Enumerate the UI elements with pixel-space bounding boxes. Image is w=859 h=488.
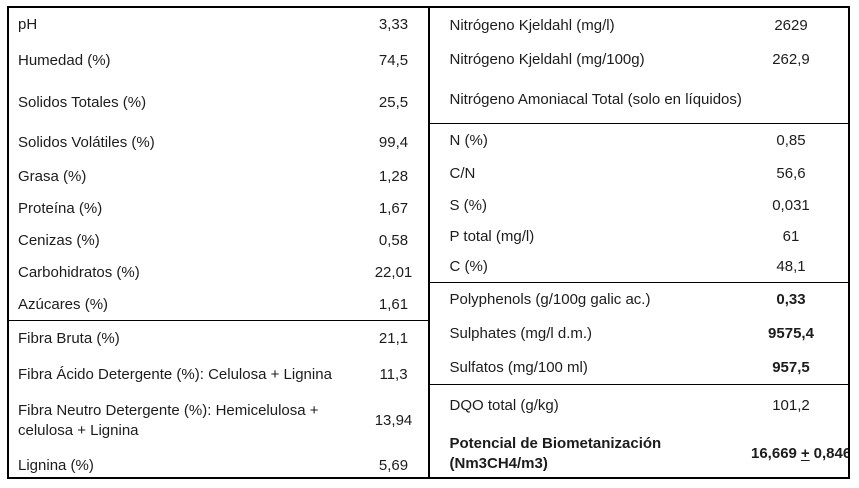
table-row: Nitrógeno Amoniacal Total (solo en líqui…: [430, 77, 849, 123]
param-label: N (%): [449, 132, 488, 149]
table-row: DQO total (g/kg) 101,2: [430, 385, 849, 427]
table-row: Fibra Bruta (%) 21,1: [9, 321, 428, 357]
table-group: Fibra Bruta (%) 21,1 Fibra Ácido Detergent…: [9, 320, 428, 477]
param-value: 21,1: [378, 330, 409, 347]
param-label: C (%): [449, 258, 488, 275]
param-value: 262,9: [772, 51, 810, 68]
param-label: Solidos Volátiles (%): [18, 134, 155, 151]
param-value: 2629: [774, 16, 808, 34]
table-row: Proteína (%) 1,67: [9, 193, 428, 225]
param-label: Solidos Totales (%): [18, 94, 147, 111]
param-value: 25,5: [378, 94, 409, 111]
param-label: Fibra Bruta (%): [18, 330, 120, 347]
table-group: N (%) 0,85 C/N 56,6 S (%) 0,031 P total (mg/l)…: [429, 123, 849, 282]
table-row: Carbohidratos (%) 22,01: [9, 257, 428, 289]
table-row: pH 3,33: [9, 8, 428, 41]
param-label: C/N: [449, 165, 476, 182]
table-row: Humedad (%) 74,5: [9, 41, 428, 81]
table-row: Nitrógeno Kjeldahl (mg/l) 2629: [430, 8, 849, 43]
table-group: DQO total (g/kg) 101,2 Potencial de Biomet…: [429, 384, 849, 477]
param-label: Potencial de Biometanización (Nm3CH4/m3): [449, 435, 662, 472]
param-value: 1,61: [378, 295, 409, 313]
param-value: 0,031: [772, 197, 810, 214]
param-label: Lignina (%): [18, 457, 94, 474]
table-row: Polyphenols (g/100g galic ac.) 0,33: [430, 283, 849, 317]
param-label: Humedad (%): [18, 52, 111, 69]
param-value: 61: [782, 228, 800, 245]
param-label: Fibra Neutro Detergente (%): Hemicelulos…: [18, 402, 319, 439]
param-label: Carbohidratos (%): [18, 264, 140, 281]
param-label: Sulfatos (mg/100 ml): [449, 358, 588, 376]
table-column-right: Nitrógeno Kjeldahl (mg/l) 2629 Nitrógeno K…: [429, 8, 849, 477]
table-row: Grasa (%) 1,28: [9, 161, 428, 193]
param-value: 16,669 +0,846: [751, 444, 848, 464]
param-value: 13,94: [374, 412, 413, 429]
param-label: Cenizas (%): [18, 232, 100, 249]
param-label: Polyphenols (g/100g galic ac.): [449, 291, 651, 308]
table-row: Fibra Neutro Detergente (%): Hemicelulos…: [9, 393, 428, 449]
value-deviation: 0,846: [813, 445, 850, 462]
param-label: Nitrógeno Amoniacal Total (solo en líqui…: [449, 91, 742, 108]
param-value: 48,1: [776, 258, 806, 275]
table-row: S (%) 0,031: [430, 190, 849, 222]
param-label: Azúcares (%): [18, 295, 109, 313]
table-group: Polyphenols (g/100g galic ac.) 0,33 Sulpha…: [429, 282, 849, 384]
param-value: 1,28: [378, 168, 409, 185]
table-row: Lignina (%) 5,69: [9, 449, 428, 477]
param-label: S (%): [449, 197, 488, 214]
param-value: 1,67: [378, 200, 409, 217]
table-row: C (%) 48,1: [430, 252, 849, 282]
param-label: DQO total (g/kg): [449, 397, 559, 414]
table-row: N (%) 0,85: [430, 124, 849, 158]
table-row: Nitrógeno Kjeldahl (mg/100g) 262,9: [430, 43, 849, 77]
param-value: 957,5: [772, 358, 810, 376]
param-value: 0,33: [776, 291, 806, 308]
param-value: 99,4: [378, 134, 409, 151]
param-label: Fibra Ácido Detergente (%): Celulosa + L…: [18, 366, 332, 383]
param-value: 22,01: [374, 264, 413, 281]
param-value: 11,3: [379, 366, 408, 383]
table-row: Potencial de Biometanización (Nm3CH4/m3)…: [430, 427, 849, 477]
param-value: 3,33: [378, 15, 409, 33]
param-label: Nitrógeno Kjeldahl (mg/100g): [449, 51, 645, 68]
table-row: Sulphates (mg/l d.m.) 9575,4: [430, 317, 849, 351]
param-value: 0,85: [776, 132, 806, 149]
param-label: Proteína (%): [18, 200, 103, 217]
param-label: Grasa (%): [18, 168, 87, 185]
plus-minus-sign: +: [800, 445, 810, 462]
param-value: 74,5: [378, 52, 409, 69]
analysis-table: pH 3,33 Humedad (%) 74,5 Solidos Totales (%)…: [7, 6, 850, 479]
table-group: Nitrógeno Kjeldahl (mg/l) 2629 Nitrógeno K…: [430, 8, 849, 123]
param-value: 101,2: [772, 397, 810, 414]
param-label: Sulphates (mg/l d.m.): [449, 325, 593, 342]
table-row: C/N 56,6: [430, 158, 849, 190]
param-value: 9575,4: [768, 325, 814, 342]
table-row: Solidos Totales (%) 25,5: [9, 81, 428, 125]
table-group: pH 3,33 Humedad (%) 74,5 Solidos Totales (%)…: [9, 8, 428, 320]
value-mean: 16,669: [751, 445, 797, 462]
table-row: Sulfatos (mg/100 ml) 957,5: [430, 351, 849, 384]
param-value: 5,69: [378, 457, 409, 474]
param-label: Nitrógeno Kjeldahl (mg/l): [449, 16, 615, 34]
table-column-left: pH 3,33 Humedad (%) 74,5 Solidos Totales (%)…: [9, 8, 430, 477]
table-row: P total (mg/l) 61: [430, 222, 849, 252]
table-row: Fibra Ácido Detergente (%): Celulosa + L…: [9, 357, 428, 393]
param-label: pH: [18, 15, 38, 33]
param-label: P total (mg/l): [449, 228, 535, 245]
param-value: 56,6: [776, 165, 806, 182]
table-row: Azúcares (%) 1,61: [9, 289, 428, 320]
table-row: Solidos Volátiles (%) 99,4: [9, 125, 428, 161]
table-row: Cenizas (%) 0,58: [9, 225, 428, 257]
param-value: 0,58: [378, 232, 409, 249]
